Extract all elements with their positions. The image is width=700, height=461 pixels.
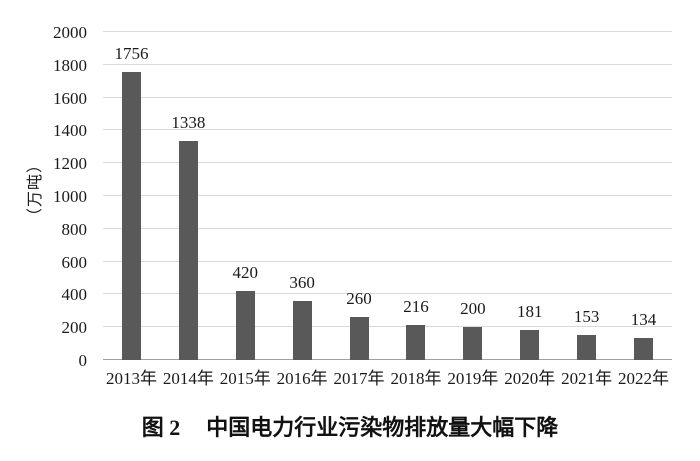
bar-value-label: 153 — [573, 306, 600, 326]
y-tick-label: 800 — [61, 219, 88, 239]
caption-prefix: 图 2 — [141, 415, 181, 440]
x-tick-label: 2015年 — [219, 369, 271, 388]
x-tick-label: 2018年 — [390, 369, 442, 388]
x-tick-label: 2019年 — [447, 369, 499, 388]
gridline — [103, 227, 672, 229]
bar-value-label: 200 — [460, 299, 486, 319]
y-tick-label: 2000 — [53, 23, 87, 42]
bar-value-label: 420 — [232, 263, 259, 283]
bar-2019年 — [463, 327, 483, 360]
bar-value-label: 1756 — [114, 44, 149, 64]
gridline — [103, 326, 672, 328]
y-tick-label: 1600 — [53, 88, 87, 108]
gridline — [103, 96, 672, 98]
gridline — [103, 195, 672, 196]
figure-caption: 图 2 中国电力行业污染物排放量大幅下降 — [0, 415, 700, 441]
bar-2022年 — [634, 338, 654, 360]
caption-title: 中国电力行业污染物排放量大幅下降 — [206, 415, 559, 440]
gridline — [103, 63, 672, 65]
bar-2018年 — [406, 324, 426, 360]
bar-value-label: 216 — [403, 296, 429, 316]
bar-value-label: 181 — [517, 302, 543, 322]
y-tick-label: 0 — [78, 351, 88, 370]
bar-2013年 — [121, 72, 141, 360]
bar-2017年 — [349, 317, 369, 360]
x-tick-label: 2016年 — [276, 369, 328, 388]
x-tick-label: 2022年 — [618, 369, 670, 388]
gridline — [103, 260, 672, 262]
x-axis-line — [103, 359, 672, 360]
y-tick-label: 400 — [61, 285, 88, 305]
bar-2020年 — [520, 330, 540, 360]
gridline — [103, 162, 672, 164]
bar-2014年 — [178, 140, 198, 360]
bar-2021年 — [577, 334, 597, 360]
bar-value-label: 134 — [630, 310, 657, 330]
y-tick-label: 1800 — [53, 55, 87, 75]
bar-2016年 — [292, 300, 312, 360]
x-tick-label: 2017年 — [333, 369, 385, 388]
bar-value-label: 260 — [346, 289, 372, 309]
y-tick-label: 1200 — [53, 154, 87, 174]
x-tick-label: 2014年 — [162, 369, 214, 388]
bar-value-label: 360 — [289, 272, 315, 292]
x-tick-label: 2020年 — [504, 369, 556, 388]
x-tick-label: 2021年 — [561, 369, 613, 388]
bar-2015年 — [235, 291, 255, 360]
plot-area: 1756 1338 420 360 260 216 200 181 153 134 — [103, 31, 672, 360]
gridline — [103, 129, 672, 131]
y-tick-label: 1400 — [53, 121, 87, 141]
y-tick-label: 200 — [61, 318, 88, 338]
y-tick-label: 1000 — [53, 187, 87, 206]
bar-value-label: 1338 — [171, 112, 206, 132]
gridline — [103, 293, 672, 295]
x-tick-label: 2013年 — [105, 369, 157, 388]
gridline — [103, 31, 672, 32]
y-tick-label: 600 — [61, 252, 88, 272]
